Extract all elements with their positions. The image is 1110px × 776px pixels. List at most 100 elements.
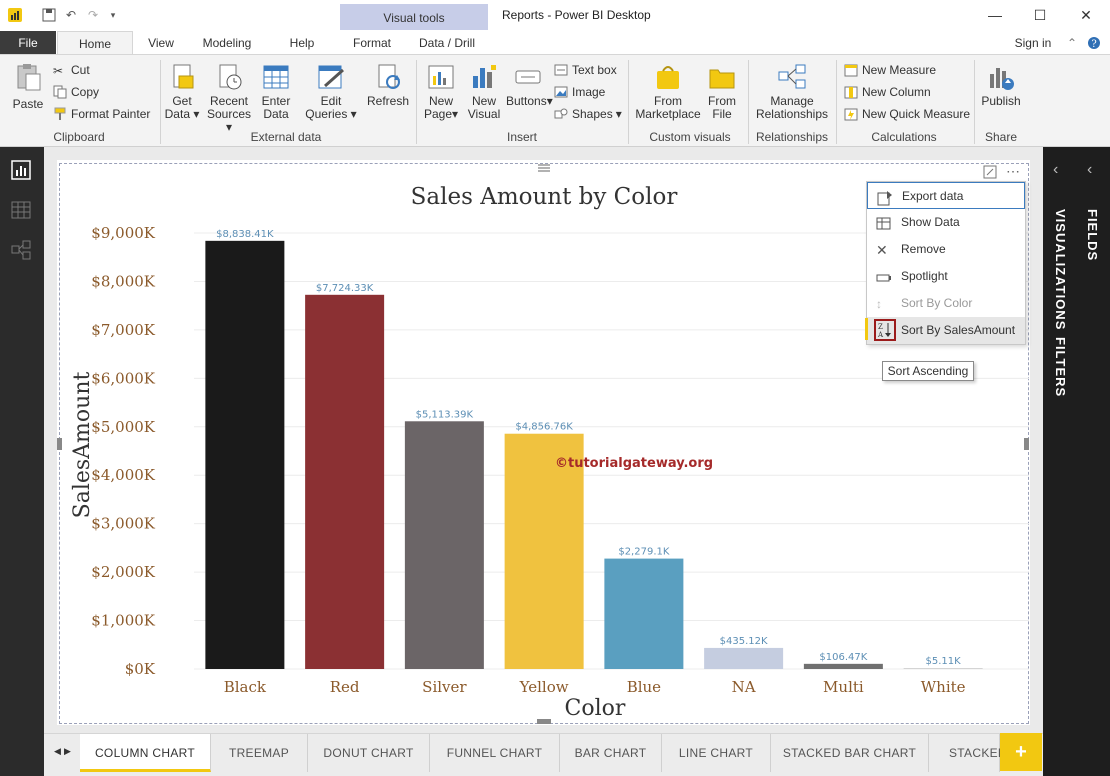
image-button[interactable]: Image [554,84,605,100]
format-painter-button[interactable]: Format Painter [53,106,150,122]
page-tab-funnel-chart[interactable]: FUNNEL CHART [430,734,560,772]
more-options-icon[interactable]: ⋯ [1006,163,1021,179]
from-file-button[interactable]: From File [704,62,740,121]
paste-button[interactable]: Paste [10,62,46,111]
model-view-icon[interactable] [10,239,34,261]
enter-data-button[interactable]: Enter Data [258,62,294,121]
column-chart[interactable]: $0K $1,000K $2,000K $3,000K $4,000K $5,000K $6… [57,160,1030,725]
minimize-button[interactable]: — [988,7,1002,23]
page-tab-treemap[interactable]: TREEMAP [211,734,308,772]
add-page-button[interactable]: + [1000,733,1042,771]
tab-data-drill[interactable]: Data / Drill [418,36,475,50]
export-data-icon [877,189,893,206]
share-group-label: Share [984,130,1018,144]
text-box-button[interactable]: Text box [554,62,617,78]
y-tick-label: $8,000K [91,272,155,290]
data-label: $2,279.1K [618,547,670,558]
menu-item-spotlight[interactable]: Spotlight [867,263,1025,290]
save-icon[interactable] [42,8,56,22]
edit-queries-button[interactable]: Edit Queries ▾ [305,62,357,121]
get-data-button[interactable]: Get Data ▾ [164,62,200,121]
bar-silver [404,421,484,669]
x-tick-label: Blue [627,678,661,696]
show-data-icon [876,215,892,231]
tab-home[interactable]: Home [57,31,133,54]
close-button[interactable]: ✕ [1080,7,1092,23]
bars [205,240,983,670]
page-tab-line-chart[interactable]: LINE CHART [662,734,771,772]
data-view-icon[interactable] [10,199,34,221]
page-tab-column-chart[interactable]: COLUMN CHART [80,734,211,772]
tab-modeling[interactable]: Modeling [202,36,252,50]
group-separator [748,60,749,144]
refresh-button[interactable]: Refresh [366,62,410,108]
redo-icon[interactable]: ↷ [87,8,99,22]
collapse-ribbon-icon[interactable]: ⌃ [1066,36,1078,50]
focus-mode-icon[interactable] [983,165,997,179]
new-page-button[interactable]: New Page▾ [421,62,461,121]
qat-customize-icon[interactable]: ▾ [110,9,116,20]
new-visual-button[interactable]: New Visual [464,62,504,121]
fields-pane-label[interactable]: FIELDS [1085,209,1100,262]
menu-item-remove[interactable]: ✕ Remove [867,236,1025,263]
resize-handle-bottom[interactable] [537,719,551,724]
resize-handle-left[interactable] [57,438,62,450]
collapse-fields-icon[interactable]: ‹ [1087,161,1093,178]
group-separator [416,60,417,144]
help-icon[interactable]: ? [1086,31,1102,54]
menu-item-sort-by-color[interactable]: ↕ Sort By Color [867,290,1025,317]
page-tab-bar-chart[interactable]: BAR CHART [560,734,662,772]
new-quick-measure-button[interactable]: New Quick Measure [844,106,970,122]
tab-view[interactable]: View [148,36,174,50]
visualizations-pane-label[interactable]: VISUALIZATIONS [1053,209,1068,331]
new-column-button[interactable]: New Column [844,84,931,100]
tab-format[interactable]: Format [352,36,391,50]
maximize-button[interactable]: ☐ [1033,7,1047,23]
new-measure-label: New Measure [862,63,937,77]
powerbi-logo-icon [8,8,22,22]
scroll-tabs-right-icon[interactable]: ▶ [64,746,71,756]
y-tick-label: $2,000K [91,563,155,581]
custom-visuals-group-label: Custom visuals [649,130,731,144]
folder-icon [707,62,737,92]
manage-relationships-button[interactable]: Manage Relationships [752,62,832,121]
page-tab-stacked-bar-chart[interactable]: STACKED BAR CHART [771,734,929,772]
tab-help[interactable]: Help [289,36,315,50]
from-marketplace-label-1: From [654,94,682,108]
sign-in-link[interactable]: Sign in [1014,36,1052,50]
x-tick-label: White [921,678,966,696]
filters-pane-label[interactable]: FILTERS [1053,337,1068,398]
page-tab-donut-chart[interactable]: DONUT CHART [308,734,430,772]
x-tick-label: NA [732,678,756,696]
menu-item-export-data[interactable]: Export data [867,182,1025,209]
buttons-label-text: Buttons [506,94,547,108]
tab-file[interactable]: File [0,31,56,54]
resize-handle-right[interactable] [1024,438,1029,450]
clipboard-group-label: Clipboard [53,130,105,144]
shapes-button[interactable]: Shapes ▾ [554,106,622,122]
report-view-icon[interactable] [10,159,34,181]
spotlight-icon [876,269,892,285]
from-marketplace-button[interactable]: From Marketplace [632,62,704,121]
publish-icon [986,62,1016,92]
collapse-visualizations-icon[interactable]: ‹ [1053,161,1059,178]
new-measure-button[interactable]: New Measure [844,62,936,78]
recent-sources-button[interactable]: Recent Sources ▾ [205,62,253,134]
new-visual-icon [469,62,499,92]
cut-button[interactable]: ✂ Cut [53,62,90,78]
paintbrush-icon [53,107,67,121]
new-visual-label-2: Visual [467,107,501,121]
drag-handle-icon[interactable] [537,161,551,172]
undo-icon[interactable]: ↶ [65,8,77,22]
menu-item-show-data[interactable]: Show Data [867,209,1025,236]
buttons-button[interactable]: Buttons▾ [506,62,553,108]
refresh-icon [373,62,403,92]
page-tab-stacked[interactable]: STACKED [929,734,1007,772]
scroll-tabs-left-icon[interactable]: ◀ [54,746,61,756]
menu-label-export-data: Export data [902,189,964,203]
page-tabs-bar: ◀ ▶ COLUMN CHART TREEMAP DONUT CHART FUN… [44,733,1043,776]
copy-button[interactable]: Copy [53,84,99,100]
publish-button[interactable]: Publish [978,62,1024,108]
